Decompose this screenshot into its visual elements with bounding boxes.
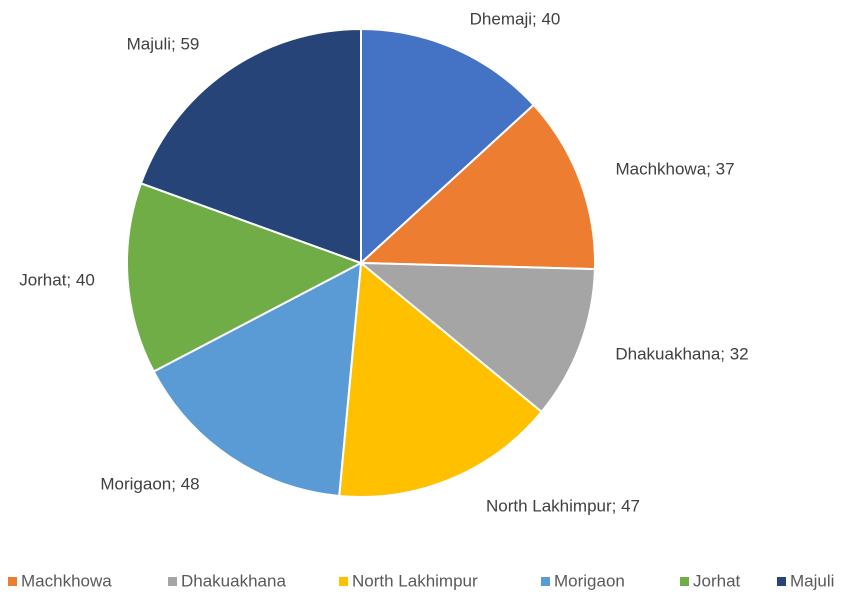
legend-swatch: [168, 577, 177, 586]
data-label: Dhakuakhana; 32: [615, 344, 748, 363]
data-label: Machkhowa; 37: [615, 159, 734, 178]
data-label: Majuli; 59: [127, 34, 200, 53]
pie-slice: [358, 103, 596, 271]
legend-label: Dhakuakhana: [181, 571, 286, 590]
data-label: Dhemaji; 40: [470, 9, 561, 28]
pie-slice: [152, 261, 363, 498]
legend-swatch: [8, 577, 17, 586]
pie-slice: [360, 27, 536, 266]
legend-swatch: [541, 577, 550, 586]
pie-slice: [139, 27, 362, 265]
data-label: Morigaon; 48: [100, 474, 199, 493]
legend-label: North Lakhimpur: [352, 571, 478, 590]
data-label: Jorhat; 40: [19, 270, 95, 289]
pie-slice: [338, 261, 543, 498]
pie-slice: [358, 261, 596, 414]
legend-label: Jorhat: [693, 571, 741, 590]
pie-slice: [126, 182, 364, 373]
legend-label: Machkhowa: [21, 571, 112, 590]
legend-label: Morigaon: [554, 571, 625, 590]
legend-swatch: [339, 577, 348, 586]
data-label: North Lakhimpur; 47: [486, 496, 640, 515]
legend-label: Majuli: [790, 571, 834, 590]
legend-swatch: [680, 577, 689, 586]
legend-swatch: [777, 577, 786, 586]
